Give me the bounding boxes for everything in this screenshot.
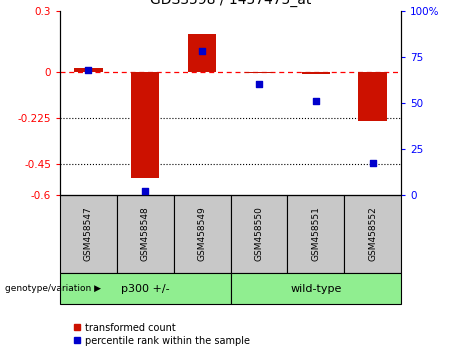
Text: GSM458550: GSM458550 — [254, 206, 263, 261]
Bar — [117, 195, 174, 273]
Point — [198, 48, 206, 54]
Point — [312, 98, 319, 104]
Bar — [287, 195, 344, 273]
Bar — [188, 34, 216, 72]
Bar — [230, 273, 401, 304]
Text: genotype/variation ▶: genotype/variation ▶ — [5, 284, 100, 293]
Bar — [358, 72, 387, 121]
Text: GSM458552: GSM458552 — [368, 206, 377, 261]
Point — [85, 67, 92, 72]
Point — [369, 161, 376, 166]
Bar — [245, 72, 273, 73]
Bar — [74, 68, 102, 72]
Legend: transformed count, percentile rank within the sample: transformed count, percentile rank withi… — [74, 323, 250, 346]
Bar — [301, 72, 330, 74]
Bar — [344, 195, 401, 273]
Bar — [60, 195, 117, 273]
Point — [255, 81, 263, 87]
Bar — [230, 195, 287, 273]
Text: GSM458549: GSM458549 — [198, 206, 207, 261]
Point — [142, 188, 149, 194]
Text: GSM458551: GSM458551 — [311, 206, 320, 261]
Text: p300 +/-: p300 +/- — [121, 284, 170, 293]
Text: GSM458548: GSM458548 — [141, 206, 150, 261]
Bar — [174, 195, 230, 273]
Text: wild-type: wild-type — [290, 284, 342, 293]
Title: GDS3598 / 1457475_at: GDS3598 / 1457475_at — [150, 0, 311, 7]
Bar — [60, 273, 230, 304]
Text: GSM458547: GSM458547 — [84, 206, 93, 261]
Bar — [131, 72, 160, 178]
